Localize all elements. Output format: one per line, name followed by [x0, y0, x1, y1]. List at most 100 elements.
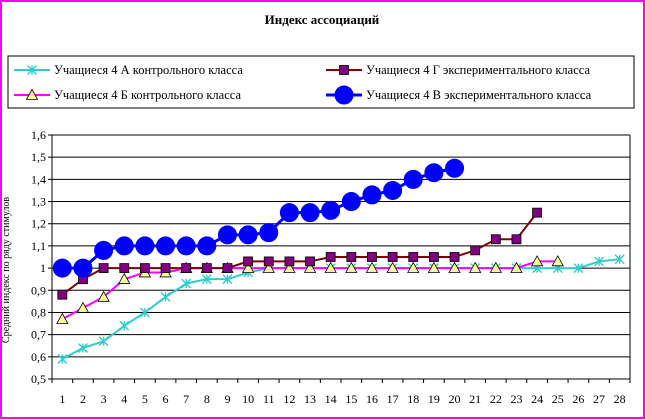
data-point	[160, 291, 171, 302]
data-point	[118, 272, 131, 284]
y-tick-label: 1,3	[31, 195, 46, 209]
legend-box	[7, 55, 635, 109]
data-point	[448, 261, 461, 273]
plot-area: 0,50,60,70,80,911,11,21,31,41,51,61 2 3 4 5 6…	[31, 128, 631, 406]
data-point	[262, 261, 275, 273]
data-point	[283, 261, 296, 273]
x-tick-label: 9	[224, 392, 230, 406]
y-tick-label: 0,6	[31, 350, 46, 364]
data-point	[614, 254, 625, 265]
data-point	[156, 236, 176, 256]
data-point	[346, 252, 357, 262]
legend-entry: Учащиеся 4 Г экспериментального класса	[326, 63, 590, 77]
x-tick-label: 3	[101, 392, 107, 406]
data-point	[201, 263, 212, 273]
series-4	[52, 158, 465, 278]
data-point	[114, 236, 134, 256]
legend-swatch-marker	[27, 65, 37, 75]
data-point	[73, 258, 93, 278]
data-point	[160, 263, 171, 273]
data-point	[367, 252, 377, 262]
data-point	[490, 234, 501, 245]
x-tick-label: 19	[428, 392, 440, 406]
data-point	[321, 200, 341, 220]
data-point	[407, 261, 420, 273]
y-tick-label: 1,5	[31, 150, 46, 164]
data-point	[305, 256, 315, 267]
data-point	[217, 225, 237, 245]
data-point	[176, 236, 196, 256]
data-point	[303, 261, 317, 273]
data-point	[341, 192, 361, 212]
data-point	[324, 261, 337, 273]
x-tick-label: 6	[163, 392, 169, 406]
legend-swatch-marker	[25, 88, 39, 100]
data-point	[139, 307, 150, 318]
data-point	[181, 278, 192, 289]
x-tick-label: 14	[325, 392, 337, 406]
data-point	[238, 225, 258, 245]
data-point	[243, 256, 254, 267]
legend: Учащиеся 4 А контрольного класса Учащиеся…	[7, 55, 635, 109]
data-point	[408, 252, 419, 262]
data-point	[489, 261, 503, 273]
x-tick-label: 22	[490, 392, 502, 406]
x-tick-label: 27	[593, 392, 605, 406]
y-tick-label: 0,5	[31, 372, 46, 386]
y-tick-label: 1,2	[31, 217, 46, 231]
x-tick-label: 25	[552, 392, 564, 406]
data-point	[139, 263, 150, 273]
data-point	[427, 261, 441, 273]
data-point	[201, 274, 212, 285]
x-tick-label: 4	[121, 392, 127, 406]
data-point	[119, 320, 130, 331]
legend-label: Учащиеся 4 Б контрольного класса	[54, 88, 241, 102]
x-tick-label: 17	[387, 392, 399, 406]
x-tick-label: 15	[345, 392, 357, 406]
data-point	[98, 336, 109, 347]
data-point	[279, 203, 299, 223]
x-tick-label: 20	[449, 392, 461, 406]
x-tick-label: 24	[531, 392, 543, 406]
x-tick-label: 23	[510, 392, 522, 406]
data-point	[94, 240, 114, 260]
y-tick-label: 1,4	[31, 172, 46, 186]
x-tick-label: 11	[263, 392, 275, 406]
data-point	[573, 263, 584, 274]
data-point	[428, 252, 439, 262]
data-point	[119, 263, 130, 273]
data-point	[511, 234, 522, 245]
legend-swatch-marker	[334, 85, 354, 105]
data-point	[300, 203, 320, 223]
data-point	[510, 261, 523, 273]
y-tick-label: 1,6	[31, 128, 46, 142]
y-tick-label: 0,7	[31, 328, 46, 342]
data-point	[197, 236, 217, 256]
legend-label: Учащиеся 4 В экспериментального класса	[366, 88, 592, 102]
x-tick-label: 26	[572, 392, 584, 406]
data-point	[222, 263, 233, 273]
y-tick-label: 1	[40, 261, 46, 275]
data-point	[387, 252, 398, 262]
data-point	[222, 274, 233, 285]
data-point	[532, 207, 543, 218]
x-tick-label: 16	[366, 392, 378, 406]
x-tick-label: 13	[304, 392, 316, 406]
y-tick-label: 0,9	[31, 283, 46, 297]
data-point	[551, 255, 564, 267]
data-point	[345, 261, 358, 273]
x-tick-label: 7	[183, 392, 189, 406]
data-point	[57, 354, 68, 365]
x-tick-label: 1	[59, 392, 65, 406]
data-point	[241, 261, 255, 273]
data-point	[135, 236, 155, 256]
data-point	[362, 185, 382, 205]
x-tick-label: 12	[283, 392, 295, 406]
legend-label: Учащиеся 4 А контрольного класса	[54, 63, 243, 77]
data-point	[284, 256, 295, 267]
data-point	[98, 263, 109, 273]
legend-swatch-marker	[339, 65, 349, 75]
series-3	[57, 207, 543, 300]
data-point	[56, 312, 69, 324]
x-tick-label: 8	[204, 392, 210, 406]
